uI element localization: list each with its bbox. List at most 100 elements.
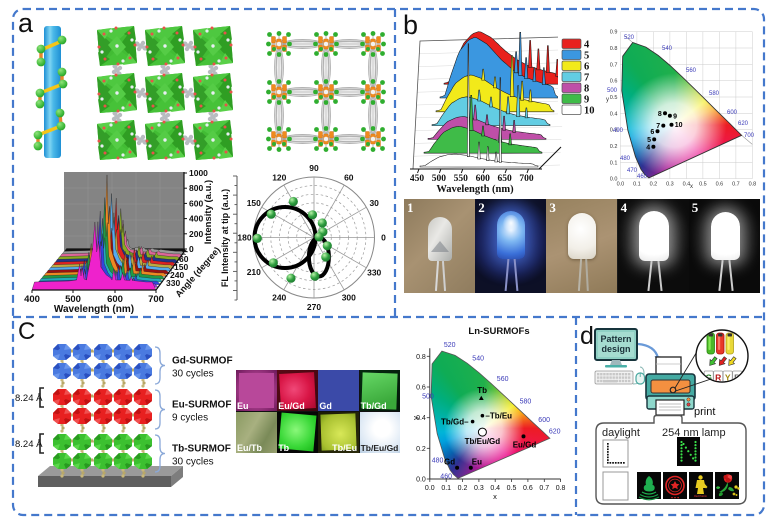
svg-text:Tb: Tb <box>477 386 487 395</box>
svg-text:240: 240 <box>170 270 184 280</box>
svg-text:620: 620 <box>549 429 561 436</box>
svg-text:600: 600 <box>727 110 738 116</box>
svg-text:540: 540 <box>472 355 484 362</box>
svg-text:0.9: 0.9 <box>610 30 618 36</box>
svg-text:Eu-SURMOF: Eu-SURMOF <box>172 400 231 411</box>
svg-text:700: 700 <box>148 294 164 305</box>
svg-text:0.4: 0.4 <box>683 182 691 188</box>
svg-text:0: 0 <box>381 233 386 243</box>
svg-text:daylight: daylight <box>602 427 640 439</box>
svg-text:0.0: 0.0 <box>425 485 435 492</box>
svg-text:Eu/Gd: Eu/Gd <box>513 440 537 449</box>
svg-text:● ● ●: ● ● ● <box>671 496 679 500</box>
svg-text:460: 460 <box>440 473 452 480</box>
svg-text:0.8: 0.8 <box>749 182 757 188</box>
svg-text:G: G <box>705 373 712 383</box>
svg-text:–Tb/Eu: –Tb/Eu <box>485 412 512 421</box>
svg-text:7: 7 <box>656 123 660 130</box>
svg-text:450: 450 <box>410 174 425 184</box>
svg-text:210: 210 <box>247 267 261 277</box>
svg-text:R: R <box>715 373 721 383</box>
svg-text:0.8: 0.8 <box>416 354 426 361</box>
svg-text:30 cycles: 30 cycles <box>172 369 214 380</box>
svg-text:0.0: 0.0 <box>416 477 426 484</box>
svg-text:0.1: 0.1 <box>633 182 641 188</box>
svg-text:9 cycles: 9 cycles <box>172 413 208 424</box>
svg-text:10: 10 <box>675 122 683 129</box>
svg-text:y: y <box>606 97 609 103</box>
svg-text:5: 5 <box>647 137 651 144</box>
svg-text:180: 180 <box>237 233 251 243</box>
svg-text:0.6: 0.6 <box>523 485 533 492</box>
svg-text:540: 540 <box>662 46 673 52</box>
svg-text:460: 460 <box>637 174 648 180</box>
svg-text:500: 500 <box>607 88 618 94</box>
svg-text:560: 560 <box>497 376 509 383</box>
svg-text:300: 300 <box>342 293 356 303</box>
svg-text:330: 330 <box>166 278 180 288</box>
svg-text:9: 9 <box>673 113 677 120</box>
svg-text:90: 90 <box>309 163 319 173</box>
svg-text:700: 700 <box>744 133 755 139</box>
svg-text:0.8: 0.8 <box>610 46 618 52</box>
svg-text:0.3: 0.3 <box>666 182 674 188</box>
svg-text:254 nm lamp: 254 nm lamp <box>662 427 726 439</box>
svg-text:60: 60 <box>344 172 354 182</box>
svg-text:650: 650 <box>497 174 512 184</box>
svg-text:550: 550 <box>454 174 469 184</box>
svg-text:0.4: 0.4 <box>416 415 426 422</box>
svg-text:0.5: 0.5 <box>507 485 517 492</box>
svg-text:490: 490 <box>613 128 624 134</box>
svg-text:0.2: 0.2 <box>458 485 468 492</box>
svg-text:560: 560 <box>686 68 697 74</box>
svg-text:600: 600 <box>476 174 491 184</box>
svg-text:400: 400 <box>189 214 203 224</box>
svg-text:580: 580 <box>709 91 720 97</box>
svg-text:Red Patriot: Red Patriot <box>694 494 707 498</box>
svg-text:Gd: Gd <box>444 458 455 467</box>
svg-text:480: 480 <box>620 156 631 162</box>
svg-text:30 cycles: 30 cycles <box>172 457 214 468</box>
svg-text:6: 6 <box>584 62 589 73</box>
svg-text:print: print <box>694 406 715 418</box>
svg-text:520: 520 <box>444 342 456 349</box>
svg-text:330: 330 <box>367 267 381 277</box>
svg-text:5: 5 <box>584 51 589 62</box>
svg-text:8: 8 <box>584 84 589 95</box>
svg-text:Tb-SURMOF: Tb-SURMOF <box>172 444 231 455</box>
svg-text:620: 620 <box>738 121 749 127</box>
svg-text:Gd-SURMOF: Gd-SURMOF <box>172 356 233 367</box>
svg-text:8.24 Å: 8.24 Å <box>15 439 43 450</box>
svg-text:500: 500 <box>422 393 434 400</box>
svg-text:0.1: 0.1 <box>610 160 618 166</box>
svg-text:150: 150 <box>174 262 188 272</box>
svg-text:0.2: 0.2 <box>610 144 618 150</box>
svg-text:10: 10 <box>584 106 595 117</box>
svg-text:Eu: Eu <box>472 458 482 467</box>
svg-text:30: 30 <box>369 198 379 208</box>
svg-text:0.2: 0.2 <box>416 446 426 453</box>
svg-text:0: 0 <box>189 244 194 254</box>
svg-text:520: 520 <box>624 35 635 41</box>
svg-text:0.8: 0.8 <box>556 485 566 492</box>
svg-text:270: 270 <box>307 302 321 312</box>
svg-text:0.7: 0.7 <box>732 182 740 188</box>
svg-text:0.5: 0.5 <box>610 95 618 101</box>
svg-text:8: 8 <box>658 111 662 118</box>
svg-text:150: 150 <box>247 198 261 208</box>
svg-text:0.3: 0.3 <box>474 485 484 492</box>
svg-text:0.7: 0.7 <box>610 62 618 68</box>
svg-text:0.4: 0.4 <box>490 485 500 492</box>
svg-text:Tb/Eu/Gd: Tb/Eu/Gd <box>465 437 501 446</box>
svg-text:0.6: 0.6 <box>716 182 724 188</box>
svg-text:480: 480 <box>432 458 444 465</box>
svg-text:0.6: 0.6 <box>416 385 426 392</box>
svg-text:0.0: 0.0 <box>610 177 618 183</box>
svg-text:1000: 1000 <box>189 168 208 178</box>
svg-text:580: 580 <box>520 398 532 405</box>
svg-text:x: x <box>493 492 497 500</box>
svg-text:400: 400 <box>24 294 40 305</box>
svg-text:600: 600 <box>189 198 203 208</box>
svg-text:120: 120 <box>272 172 286 182</box>
svg-text:700: 700 <box>519 174 534 184</box>
